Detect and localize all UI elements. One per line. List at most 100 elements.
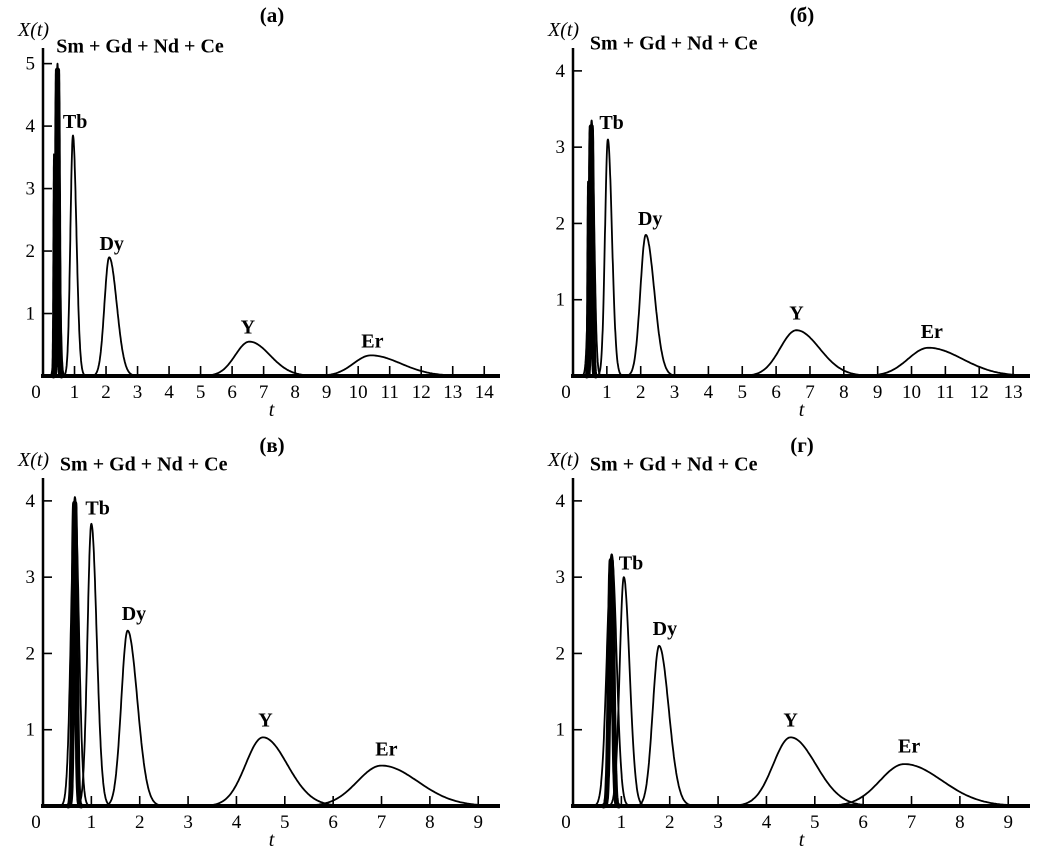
x-tick-label: 7 [907,812,917,833]
mixture-peak-label: Sm + Gd + Nd + Ce [590,453,758,475]
x-tick-label: 5 [196,382,206,403]
curve-mixture-cluster [601,557,622,809]
x-tick-label: 7 [377,812,387,833]
peak-label-dy: Dy [653,618,677,640]
peak-label-y: Y [789,303,804,325]
x-tick-label: 6 [328,812,338,833]
x-tick-label: 10 [902,382,921,403]
panel-title: (в) [259,433,284,457]
curve-y [189,340,337,377]
x-tick-label: 11 [936,382,954,403]
peak-label-er: Er [375,739,397,761]
peak-label-dy: Dy [122,603,146,625]
x-tick-label: 6 [858,812,868,833]
x-tick-label: 3 [713,812,723,833]
peak-label-y: Y [783,710,798,732]
y-axis-label: X(t) [17,449,49,471]
y-tick-label: 3 [26,567,36,588]
curve-tb [74,522,115,807]
curve-er [801,763,1029,807]
x-tick-label: 2 [665,812,675,833]
x-tick-label: 8 [955,812,965,833]
x-tick-label: 1 [70,382,80,403]
curve-mixture-cluster [580,119,604,377]
x-tick-label: 14 [475,382,495,403]
chart-panel-b: 0 1 2 3 4 5 6 7 8 9 10 11 12 131234TbDyYEr(б)X(t)tSm … [547,3,1030,421]
y-tick-label: 4 [556,61,566,82]
x-tick-label: 5 [738,382,748,403]
x-tick-label: 0 [31,382,41,403]
x-axis-label: t [269,399,275,421]
curve-dy [622,234,683,377]
y-tick-label: 1 [26,304,36,325]
y-tick-label: 4 [26,491,36,512]
curve-dy [88,256,142,377]
curve-dy [631,644,701,807]
y-tick-label: 2 [556,643,566,664]
x-tick-label: 8 [425,812,435,833]
x-tick-label: 12 [412,382,431,403]
x-tick-label: 1 [87,812,97,833]
curve-tb [61,134,89,377]
curve-y [189,736,366,807]
x-tick-label: 5 [810,812,820,833]
y-tick-label: 5 [26,54,36,75]
curve-er [279,764,499,807]
x-tick-label: 1 [602,382,612,403]
x-tick-label: 2 [135,812,145,833]
x-tick-label: 4 [164,382,174,403]
curve-mixture-cluster [50,153,58,377]
x-tick-label: 9 [1003,812,1013,833]
curve-mixture-cluster [57,496,93,807]
y-axis-label: X(t) [547,19,579,41]
peak-label-y: Y [258,710,273,732]
x-tick-label: 8 [290,382,300,403]
x-tick-label: 5 [280,812,290,833]
x-tick-label: 7 [805,382,815,403]
y-tick-label: 3 [26,179,36,200]
y-tick-label: 4 [556,491,566,512]
peak-label-tb: Tb [85,498,109,520]
x-tick-label: 6 [771,382,781,403]
x-tick-label: 9 [473,812,483,833]
curve-mixture-cluster [584,124,599,379]
x-tick-label: 4 [762,812,772,833]
panel-title: (б) [790,3,815,27]
y-tick-label: 1 [26,720,36,741]
x-tick-label: 2 [636,382,646,403]
curve-y [716,736,898,807]
x-tick-label: 0 [31,812,41,833]
curve-er [842,346,1030,377]
curve-mixture-cluster [584,180,592,377]
y-axis-label: X(t) [547,449,579,471]
y-tick-label: 1 [556,720,566,741]
y-axis-label: X(t) [17,19,49,41]
panel-g: 0 1 2 3 4 5 6 7 8 9 1 2 3 4 Tb Dy Y Er (г) X(t) t Sm + Gd + N… [530,430,1060,860]
x-axis-label: t [799,829,805,851]
x-tick-label: 11 [381,382,399,403]
y-tick-label: 2 [26,241,36,262]
peak-label-tb: Tb [619,553,643,575]
mixture-peak-label: Sm + Gd + Nd + Ce [60,453,228,475]
peak-label-y: Y [241,317,256,339]
x-tick-label: 0 [561,382,571,403]
panel-a: 0 1 2 3 4 5 6 7 8 9 10 11 12 13 14 1 2 3 4 5 Tb Dy Y Er (a) X(t) t… [0,0,530,430]
curve-mixture-cluster [65,500,84,809]
x-tick-label: 9 [322,382,332,403]
x-tick-label: 8 [839,382,849,403]
x-tick-label: 9 [873,382,883,403]
peak-label-dy: Dy [99,233,123,255]
y-tick-label: 2 [26,643,36,664]
peak-label-tb: Tb [63,111,87,133]
y-tick-label: 3 [556,567,566,588]
x-axis-label: t [269,829,275,851]
x-tick-label: 6 [227,382,237,403]
x-tick-label: 2 [101,382,111,403]
y-tick-label: 2 [556,213,566,234]
peak-label-tb: Tb [599,112,623,134]
x-tick-label: 1 [617,812,627,833]
x-tick-label: 13 [1004,382,1023,403]
x-tick-label: 7 [259,382,269,403]
curve-dy [100,629,170,807]
peak-label-dy: Dy [638,208,662,230]
